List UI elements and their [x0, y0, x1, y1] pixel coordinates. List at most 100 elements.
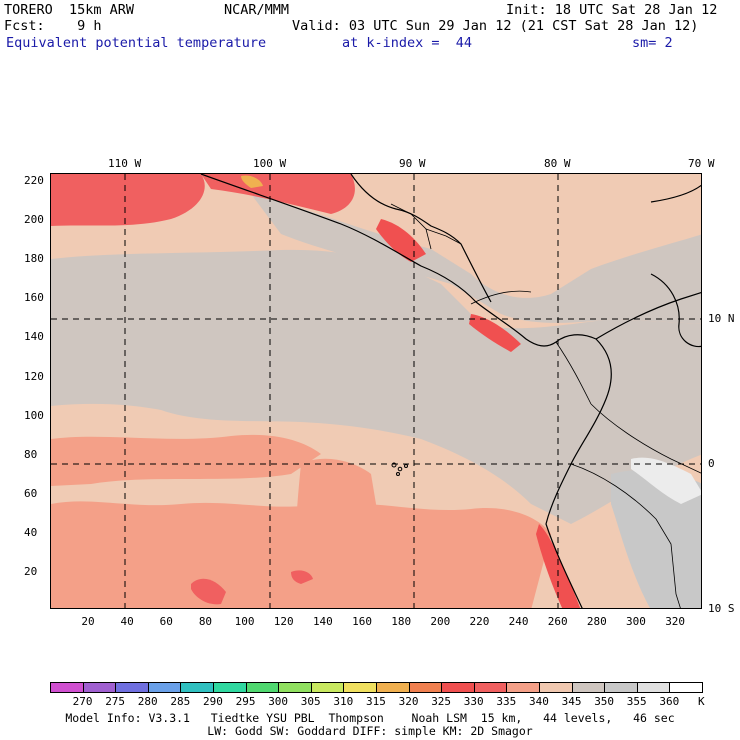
y-tick: 200 — [24, 213, 44, 227]
valid-time: Valid: 03 UTC Sun 29 Jan 12 (21 CST Sat … — [292, 18, 699, 34]
colorbar-label: 285 — [170, 695, 191, 708]
lon-label-70w: 70 W — [688, 157, 715, 170]
lat-label-0: 0 — [708, 457, 715, 470]
field-red-south1 — [191, 578, 226, 605]
colorbar-swatch — [310, 682, 345, 693]
colorbar-label: 275 — [105, 695, 126, 708]
colorbar-label: 295 — [235, 695, 256, 708]
forecast-hour: Fcst: 9 h — [4, 18, 102, 34]
field-red-south2 — [291, 570, 313, 584]
y-tick: 80 — [24, 447, 38, 461]
colorbar-swatch — [669, 682, 703, 693]
colorbar-swatch — [343, 682, 377, 693]
field-red-mexico — [201, 174, 355, 214]
colorbar-label: 310 — [333, 695, 354, 708]
model-title: TORERO 15km ARW — [4, 2, 135, 18]
field-band-gray-north — [251, 194, 701, 324]
graticule — [51, 174, 701, 608]
field-band-gray-central — [371, 389, 571, 444]
colorbar-swatch — [180, 682, 214, 693]
x-tick: 20 — [81, 615, 95, 628]
colorbar-label: 330 — [463, 695, 484, 708]
colorbar-swatch — [115, 682, 149, 693]
field-red-peru — [536, 524, 581, 608]
y-tick: 180 — [24, 252, 44, 266]
colorbar-swatch — [636, 682, 671, 693]
field-salmon-west — [51, 434, 321, 486]
galapagos-islands — [391, 462, 408, 476]
colorbar-swatch — [82, 682, 117, 693]
colorbar-swatch — [408, 682, 443, 693]
colorbar-swatch — [571, 682, 606, 693]
y-tick: 120 — [24, 369, 44, 383]
colorbar-swatch — [604, 682, 638, 693]
init-time: Init: 18 UTC Sat 28 Jan 12 — [506, 2, 718, 18]
colorbar-label: 315 — [366, 695, 386, 708]
x-tick: 160 — [352, 615, 372, 628]
coastlines — [200, 174, 701, 608]
colorbar-swatch — [278, 682, 312, 693]
lon-label-110w: 110 W — [108, 157, 142, 170]
lon-label-80w: 80 W — [544, 157, 571, 170]
x-tick: 180 — [391, 615, 412, 628]
colorbar-label: 355 — [626, 695, 647, 708]
x-tick: 60 — [159, 615, 173, 628]
x-tick: 280 — [586, 615, 607, 628]
x-tick: 200 — [430, 615, 451, 628]
field-band-gray-southeast — [611, 469, 701, 608]
field-yellow-peak — [241, 175, 263, 188]
colorbar-swatch — [245, 682, 280, 693]
y-tick: 20 — [24, 565, 38, 578]
borders — [390, 203, 701, 608]
lat-label-10n: 10 N — [708, 312, 735, 325]
x-tick: 260 — [547, 615, 568, 628]
lat-label-10s: 10 S — [708, 602, 735, 615]
model-info-line: Model Info: V3.3.1 Tiedtke YSU PBL Thomp… — [65, 711, 675, 725]
colorbar-label: 290 — [203, 695, 223, 708]
colorbar-label: 320 — [398, 695, 419, 708]
x-tick: 80 — [198, 615, 213, 628]
colorbar-label: 280 — [137, 695, 158, 708]
colorbar-label: 300 — [268, 695, 289, 708]
colorbar-label: 340 — [529, 695, 549, 708]
theta-e-map — [50, 173, 702, 609]
physics-info-line: LW: Godd SW: Goddard DIFF: simple KM: 2D… — [207, 724, 533, 738]
lon-label-90w: 90 W — [399, 157, 426, 170]
x-tick: 120 — [273, 615, 294, 628]
field-name: Equivalent potential temperature — [6, 35, 267, 51]
field-white-andes — [631, 457, 701, 504]
colorbar-swatch — [441, 682, 475, 693]
colorbar-swatch — [506, 682, 540, 693]
colorbar-label: 345 — [561, 695, 582, 708]
y-tick: 100 — [24, 408, 44, 422]
x-tick: 220 — [469, 615, 490, 628]
x-tick: 300 — [626, 615, 646, 628]
field-red-northwest — [51, 174, 205, 226]
field-red-costarica — [469, 314, 521, 352]
colorbar-swatch — [213, 682, 247, 693]
x-tick: 100 — [234, 615, 255, 628]
colorbar-label: 335 — [496, 695, 517, 708]
colorbar-swatch — [376, 682, 410, 693]
center-name: NCAR/MMM — [224, 2, 290, 18]
colorbar-label: 325 — [431, 695, 452, 708]
x-tick: 40 — [120, 615, 134, 628]
colorbar-unit: K — [698, 695, 705, 708]
colorbar-swatch — [50, 682, 84, 693]
colorbar-label: 270 — [72, 695, 93, 708]
colorbar-label: 350 — [594, 695, 615, 708]
colorbar-swatch — [147, 682, 182, 693]
colorbar-swatch — [539, 682, 573, 693]
level-info: at k-index = 44 — [342, 35, 473, 51]
y-tick: 220 — [24, 174, 44, 187]
map-canvas — [51, 174, 701, 608]
y-tick: 40 — [24, 525, 38, 539]
colorbar-label: 305 — [300, 695, 321, 708]
field-salmon-center — [295, 458, 381, 608]
x-tick: 140 — [312, 615, 333, 628]
y-tick: 140 — [24, 330, 44, 344]
smoothing-info: sm= 2 — [632, 35, 673, 51]
x-tick: 240 — [508, 615, 529, 628]
lon-label-100w: 100 W — [253, 157, 287, 170]
y-tick: 60 — [24, 486, 38, 500]
